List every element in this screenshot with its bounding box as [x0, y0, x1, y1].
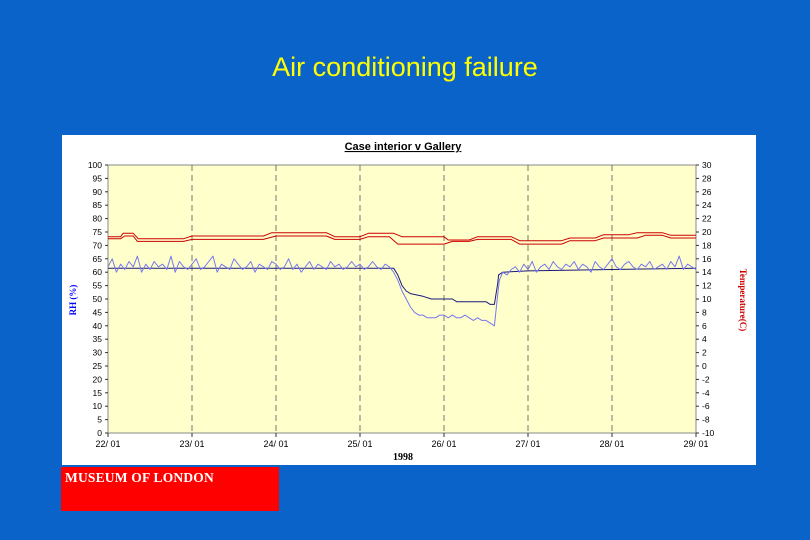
right-tick-label: 30 — [702, 160, 712, 170]
left-tick-label: 25 — [93, 361, 103, 371]
y-axis-right-label: Temperature(C) — [738, 269, 748, 332]
x-axis-label: 1998 — [393, 452, 413, 463]
right-tick-label: 24 — [702, 200, 712, 210]
y-axis-left-label: RH (%) — [68, 285, 78, 316]
right-tick-label: 4 — [702, 334, 707, 344]
right-tick-label: -8 — [702, 415, 710, 425]
left-tick-label: 70 — [93, 240, 103, 250]
right-tick-label: 28 — [702, 173, 712, 183]
chart-panel: Case interior v Gallery 100 95 90 85 80 75 70 6… — [62, 135, 756, 465]
x-tick-label: 22/ 01 — [95, 439, 120, 449]
left-tick-label: 15 — [93, 388, 103, 398]
left-tick-label: 35 — [93, 334, 103, 344]
series-line-1 — [108, 232, 696, 242]
right-tick-label: 2 — [702, 348, 707, 358]
left-tick-label: 10 — [93, 401, 103, 411]
left-tick-label: 65 — [93, 254, 103, 264]
slide-title: Air conditioning failure — [272, 52, 538, 82]
series-line-2 — [108, 234, 696, 245]
right-tick-label: 18 — [702, 240, 712, 250]
right-tick-label: 14 — [702, 267, 712, 277]
left-axis: 1009590858075706560555045403530252015105… — [88, 160, 108, 438]
left-tick-label: 30 — [93, 348, 103, 358]
series-line-4 — [107, 255, 697, 327]
right-tick-label: 12 — [702, 281, 712, 291]
right-tick-label: 22 — [702, 214, 712, 224]
grid-layer — [191, 165, 613, 433]
left-tick-label: 45 — [93, 307, 103, 317]
right-tick-label: 10 — [702, 294, 712, 304]
x-tick-label: 27/ 01 — [515, 439, 540, 449]
x-tick-label: 28/ 01 — [599, 439, 624, 449]
x-tick-label: 29/ 01 — [683, 439, 708, 449]
right-tick-label: -6 — [702, 401, 710, 411]
left-tick-label: 0 — [97, 428, 102, 438]
right-tick-label: 6 — [702, 321, 707, 331]
left-tick-label: 75 — [93, 227, 103, 237]
right-tick-label: 0 — [702, 361, 707, 371]
right-tick-label: -10 — [702, 428, 715, 438]
left-tick-label: 60 — [93, 267, 103, 277]
x-axis: 22/ 01 23/ 01 24/ 01 25/ 01 26/ 01 27/ 01 28/ … — [95, 433, 709, 449]
left-tick-label: 95 — [93, 173, 103, 183]
chart-title: Case interior v Gallery — [345, 141, 463, 153]
x-tick-label: 26/ 01 — [431, 439, 456, 449]
left-tick-label: 50 — [93, 294, 103, 304]
left-tick-label: 55 — [93, 281, 103, 291]
right-tick-label: 20 — [702, 227, 712, 237]
chart-svg: Case interior v Gallery 1009590858075706… — [68, 141, 748, 463]
right-tick-label: 8 — [702, 307, 707, 317]
left-tick-label: 80 — [93, 214, 103, 224]
left-tick-label: 20 — [93, 374, 103, 384]
x-tick-label: 25/ 01 — [347, 439, 372, 449]
right-tick-label: -4 — [702, 388, 710, 398]
logo-text: MUSEUM OF LONDON — [65, 470, 214, 485]
left-tick-label: 90 — [93, 187, 103, 197]
right-tick-label: 16 — [702, 254, 712, 264]
x-tick-label: 23/ 01 — [179, 439, 204, 449]
left-tick-label: 5 — [97, 415, 102, 425]
right-tick-label: 26 — [702, 187, 712, 197]
right-tick-label: -2 — [702, 374, 710, 384]
left-tick-label: 100 — [88, 160, 102, 170]
series-layer — [107, 232, 697, 327]
x-tick-label: 24/ 01 — [263, 439, 288, 449]
museum-logo: MUSEUM OF LONDON — [61, 467, 279, 511]
left-tick-label: 85 — [93, 200, 103, 210]
left-tick-label: 40 — [93, 321, 103, 331]
plot-area — [107, 164, 697, 434]
